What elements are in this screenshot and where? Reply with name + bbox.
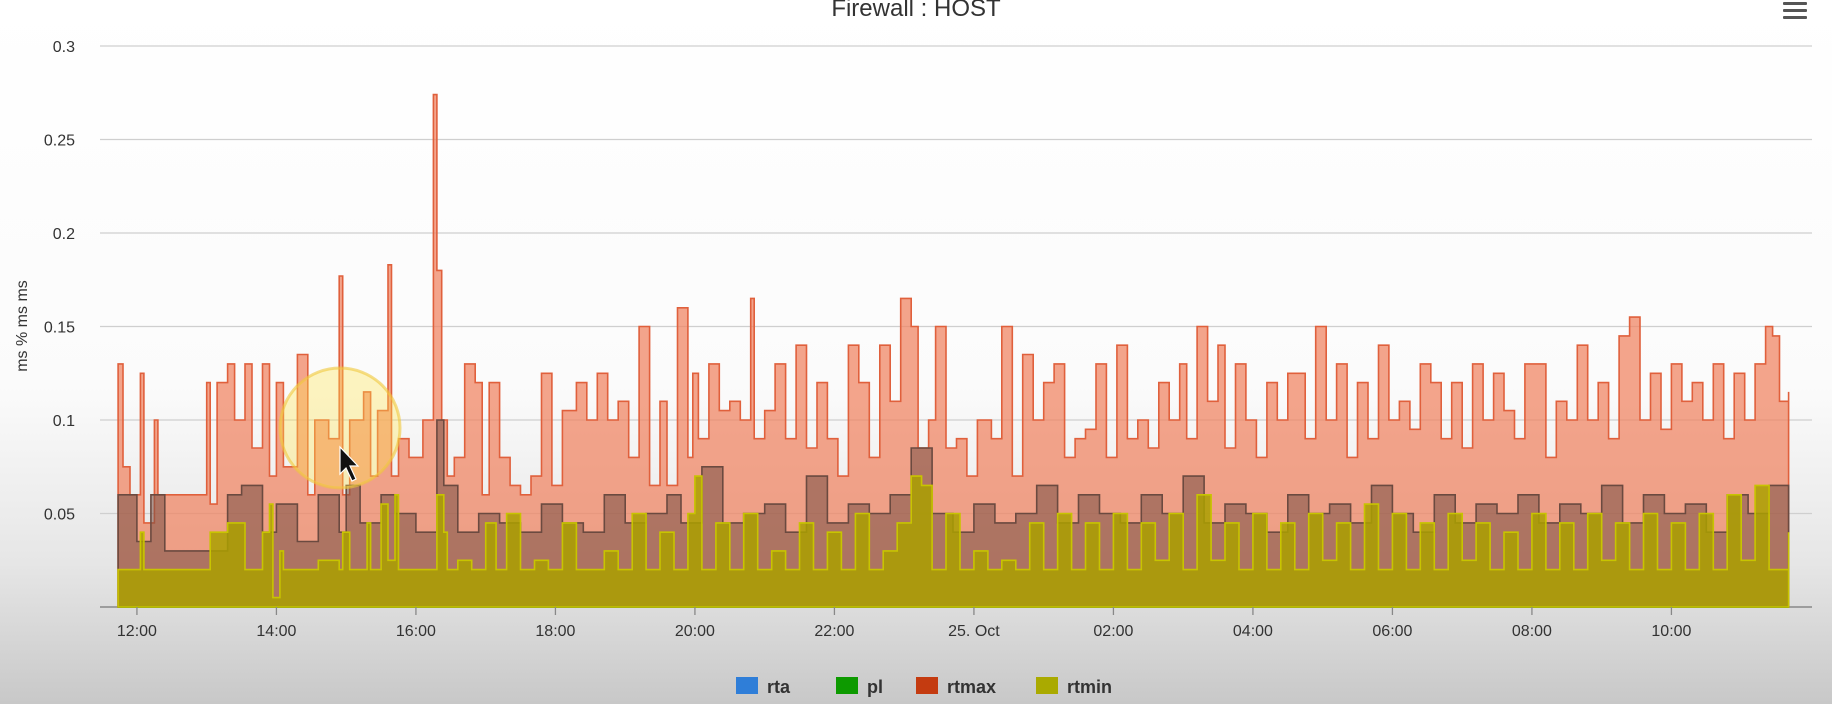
x-tick-label: 18:00: [535, 623, 575, 640]
x-tick-label: 12:00: [117, 623, 157, 640]
x-tick-label: 06:00: [1372, 623, 1412, 640]
y-tick-label: 0.25: [44, 133, 75, 150]
plot-area: [117, 93, 1790, 608]
x-tick-label: 25. Oct: [948, 623, 1000, 640]
y-axis-ticks: 0.05 0.1 0.15 0.2 0.25 0.3: [44, 39, 75, 524]
y-tick-label: 0.2: [53, 226, 75, 243]
x-tick-label: 04:00: [1233, 623, 1273, 640]
chart-title: Firewall : HOST: [831, 0, 1001, 22]
x-tick-label: 10:00: [1651, 623, 1691, 640]
legend-item-rtmin[interactable]: rtmin: [1036, 677, 1112, 697]
y-tick-label: 0.1: [53, 413, 75, 430]
x-tick-label: 22:00: [814, 623, 854, 640]
legend-item-rtmax[interactable]: rtmax: [916, 677, 996, 697]
x-tick-label: 16:00: [396, 623, 436, 640]
x-tick-label: 14:00: [256, 623, 296, 640]
x-tick-label: 08:00: [1512, 623, 1552, 640]
x-axis-ticks: 12:00 14:00 16:00 18:00 20:00 22:00 25. Oct 02:…: [117, 607, 1692, 640]
legend-swatch: [836, 677, 858, 694]
legend-swatch: [736, 677, 758, 694]
y-tick-label: 0.15: [44, 320, 75, 337]
legend-label: pl: [867, 677, 883, 697]
legend-label: rta: [767, 677, 791, 697]
y-axis-label: ms % ms ms: [14, 280, 31, 372]
cursor-highlight: [278, 366, 402, 490]
legend-swatch: [916, 677, 938, 694]
legend-item-pl[interactable]: pl: [836, 677, 883, 697]
y-tick-label: 0.3: [53, 39, 75, 56]
series-rtmin-area: [117, 475, 1790, 608]
legend-item-rta[interactable]: rta: [736, 677, 791, 697]
legend-label: rtmax: [947, 677, 996, 697]
y-tick-label: 0.05: [44, 507, 75, 524]
legend-swatch: [1036, 677, 1058, 694]
legend-label: rtmin: [1067, 677, 1112, 697]
x-tick-label: 20:00: [675, 623, 715, 640]
x-tick-label: 02:00: [1093, 623, 1133, 640]
legend[interactable]: rta pl rtmax rtmin: [736, 677, 1112, 697]
hamburger-menu-icon[interactable]: [1782, 1, 1810, 21]
